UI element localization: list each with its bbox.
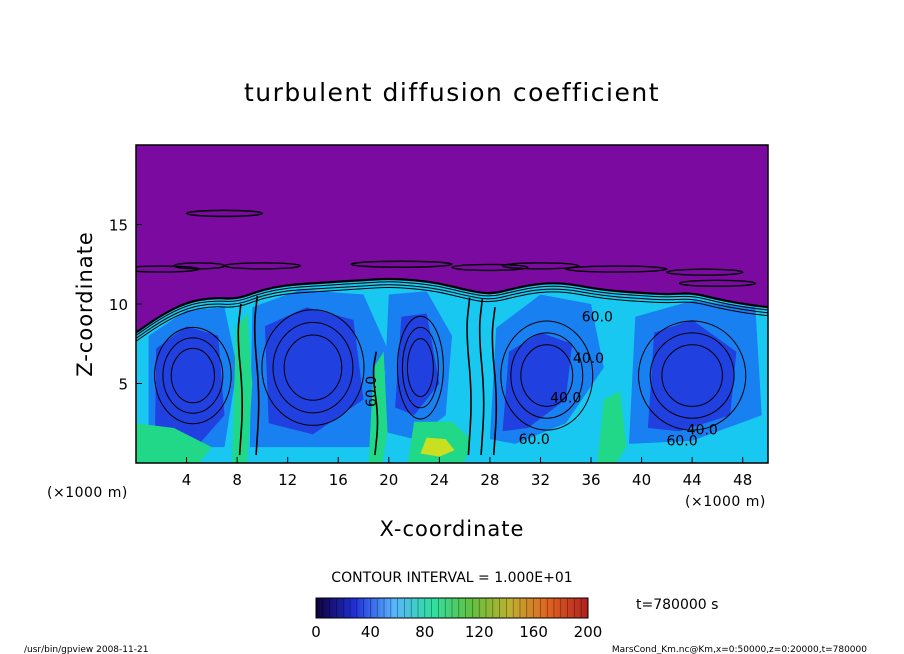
contour-plume-4 xyxy=(478,299,485,456)
contour-patch-5 xyxy=(451,263,529,272)
contour-cell-3-3 xyxy=(500,320,594,431)
contour-top-1 xyxy=(136,281,768,336)
y-tick-label: 10 xyxy=(109,296,128,314)
plot-area xyxy=(136,145,768,463)
x-axis-ticks: 4 8 12 16 20 24 28 32 36 40 44 48 xyxy=(182,457,752,489)
footer-program-info: /usr/bin/gpview 2008-11-21 xyxy=(24,645,148,654)
contour-label: 60.0 xyxy=(364,376,380,407)
contour-cell-0-2 xyxy=(162,337,224,414)
contour-patch-3 xyxy=(223,262,302,270)
contour-cell-4-2 xyxy=(649,332,735,419)
strong-core xyxy=(420,437,455,457)
x-tick-label: 8 xyxy=(232,471,242,489)
contour-interval-text: CONTOUR INTERVAL = 1.000E+01 xyxy=(331,570,572,586)
y-axis-label: Z-coordinate xyxy=(73,231,97,377)
contour-top-2 xyxy=(136,284,768,339)
x-tick-label: 12 xyxy=(278,471,297,489)
contour-plume-0 xyxy=(237,303,244,456)
footer-variable-info: MarsCond_Km.nc@Km,x=0:50000,z=0:20000,t=… xyxy=(612,645,867,654)
y-tick-label: 15 xyxy=(109,217,128,235)
x-tick-label: 16 xyxy=(329,471,348,489)
x-tick-label: 32 xyxy=(531,471,550,489)
contour-cell-0-1 xyxy=(170,347,215,404)
contour-cell-0-3 xyxy=(154,326,232,425)
updraft-5 xyxy=(136,423,212,463)
colorbar-tick-label: 40 xyxy=(361,623,380,641)
cell-5-core xyxy=(647,319,737,432)
cell-4-core xyxy=(502,332,573,432)
colorbar-tick-label: 120 xyxy=(465,623,494,641)
contour-cell-3-2 xyxy=(510,332,584,419)
chart-title: turbulent diffusion coefficient xyxy=(244,78,660,107)
contour-label: 60.0 xyxy=(519,432,550,448)
contour-labels: 60.040.040.060.040.060.060.0 xyxy=(364,309,718,449)
y-axis-ticks: 5 10 15 xyxy=(109,217,142,394)
contour-cell-2-1 xyxy=(406,338,434,398)
updraft-4 xyxy=(597,391,627,463)
contour-plume-5 xyxy=(491,307,498,456)
colorbar-tick-label: 160 xyxy=(519,623,548,641)
contour-plume-1 xyxy=(253,295,260,456)
x-unit-label-left: (×1000 m) xyxy=(47,485,128,501)
cell-1-core xyxy=(155,326,225,444)
contour-label: 40.0 xyxy=(550,391,581,407)
contour-cell-2-2 xyxy=(401,326,439,409)
x-tick-label: 48 xyxy=(733,471,752,489)
contour-cell-4-3 xyxy=(638,320,747,431)
contour-patch-6 xyxy=(501,262,580,270)
x-tick-label: 28 xyxy=(480,471,499,489)
x-tick-label: 44 xyxy=(683,471,702,489)
contour-plume-3 xyxy=(466,297,472,456)
colorbar-tick-label: 0 xyxy=(311,623,321,641)
contour-cell-1-1 xyxy=(283,334,343,401)
contour-patch-7 xyxy=(565,265,668,273)
contour-cell-1-3 xyxy=(261,309,365,426)
contour-label: 60.0 xyxy=(666,434,697,450)
contour-patch-0 xyxy=(185,209,264,218)
contour-top-0 xyxy=(136,277,768,334)
x-unit-label-right: (×1000 m) xyxy=(685,494,766,510)
time-label: t=780000 s xyxy=(636,597,718,613)
y-tick-label: 5 xyxy=(118,376,128,394)
contour-plume-2 xyxy=(372,351,379,456)
contour-patch-9 xyxy=(678,279,757,288)
x-tick-label: 24 xyxy=(430,471,449,489)
contour-patch-4 xyxy=(350,260,453,268)
x-tick-label: 36 xyxy=(581,471,600,489)
contour-label: 40.0 xyxy=(573,351,604,367)
contour-top-3 xyxy=(136,287,768,342)
contour-lines xyxy=(136,209,768,456)
contour-label: 40.0 xyxy=(687,422,718,438)
contour-patch-8 xyxy=(666,268,744,276)
contour-cell-3-1 xyxy=(520,344,574,407)
colorbar-tick-label: 80 xyxy=(415,623,434,641)
contour-label: 60.0 xyxy=(582,309,613,325)
contour-cell-2-3 xyxy=(396,315,444,420)
contour-cell-1-2 xyxy=(272,321,354,414)
x-tick-label: 20 xyxy=(379,471,398,489)
colorbar-contour-stripes xyxy=(322,599,582,617)
x-tick-label: 4 xyxy=(182,471,192,489)
colorbar-tick-label: 200 xyxy=(574,623,603,641)
colorbar-ticks: 0 40 80 120 160 200 xyxy=(311,623,602,641)
x-axis-label: X-coordinate xyxy=(380,517,525,541)
contour-cell-4-1 xyxy=(661,344,723,407)
x-tick-label: 40 xyxy=(632,471,651,489)
